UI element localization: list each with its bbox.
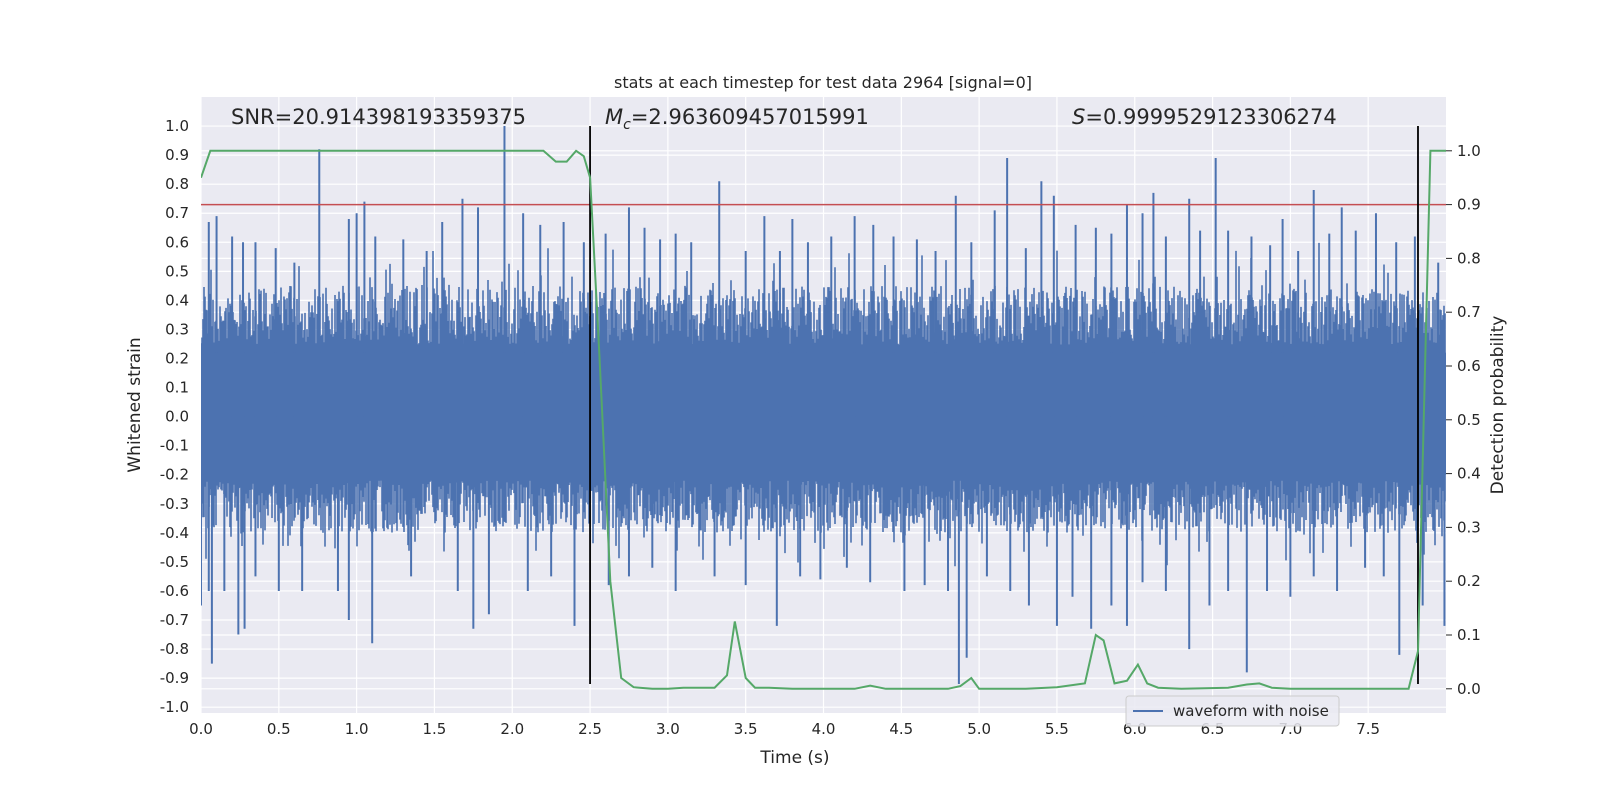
y2-tick-label: 0.4 xyxy=(1457,465,1481,483)
x-tick-label: 1.5 xyxy=(423,720,447,738)
y-tick-label: -0.6 xyxy=(160,582,189,600)
y-tick-label: 0.5 xyxy=(165,262,189,280)
x-tick-label: 3.5 xyxy=(734,720,758,738)
y-tick-label: 0.2 xyxy=(165,350,189,368)
y-tick-label: 1.0 xyxy=(165,117,189,135)
y-tick-label: -0.5 xyxy=(160,553,189,571)
x-tick-label: 3.0 xyxy=(656,720,680,738)
probability-line xyxy=(201,149,1446,690)
y-tick-label: -1.0 xyxy=(160,698,189,716)
y-tick-label: -0.1 xyxy=(160,437,189,455)
y-tick-label: -0.3 xyxy=(160,495,189,513)
y2-tick-label: 0.9 xyxy=(1457,196,1481,214)
x-tick-label: 2.0 xyxy=(500,720,524,738)
waveform-core xyxy=(201,352,1446,475)
s-annotation: S=0.9999529123306274 xyxy=(1072,105,1337,129)
legend: waveform with noise xyxy=(1125,695,1340,727)
mc-annotation: Mc=2.963609457015991 xyxy=(605,105,869,133)
x-tick-label: 5.5 xyxy=(1045,720,1069,738)
x-tick-label: 4.0 xyxy=(812,720,836,738)
y2-tick-label: 0.8 xyxy=(1457,249,1481,267)
y2-axis-label: Detection probability xyxy=(1488,316,1508,495)
legend-label-waveform: waveform with noise xyxy=(1173,702,1329,720)
y2-tick-label: 0.6 xyxy=(1457,357,1481,375)
y-tick-label: -0.4 xyxy=(160,524,189,542)
x-tick-label: 1.0 xyxy=(345,720,369,738)
s-value: =0.9999529123306274 xyxy=(1085,105,1336,129)
y-tick-label: 0.7 xyxy=(165,204,189,222)
y-tick-label: -0.7 xyxy=(160,611,189,629)
legend-box xyxy=(1125,695,1340,727)
y2-tick-label: 1.0 xyxy=(1457,142,1481,160)
y-tick-label: 0.4 xyxy=(165,291,189,309)
x-tick-label: 0.0 xyxy=(189,720,213,738)
y-tick-label: 0.0 xyxy=(165,408,189,426)
y2-tick-label: 0.2 xyxy=(1457,572,1481,590)
y-tick-label: 0.3 xyxy=(165,320,189,338)
snr-annotation: SNR=20.914398193359375 xyxy=(231,105,526,129)
y2-tick-label: 0.5 xyxy=(1457,411,1481,429)
x-tick-label: 2.5 xyxy=(578,720,602,738)
chart-title: stats at each timestep for test data 296… xyxy=(614,73,1032,92)
y2-tick-label: 0.7 xyxy=(1457,303,1481,321)
s-symbol: S xyxy=(1072,105,1085,129)
x-axis-label: Time (s) xyxy=(759,748,829,768)
y-axis-label: Whitened strain xyxy=(125,337,145,472)
x-tick-label: 0.5 xyxy=(267,720,291,738)
y-tick-label: 0.8 xyxy=(165,175,189,193)
y-tick-label: 0.9 xyxy=(165,146,189,164)
x-tick-label: 7.5 xyxy=(1356,720,1380,738)
mc-symbol: M xyxy=(605,105,623,129)
axis-ticks: 0.0 0.5 1.0 1.5 2.0 2.5 3.0 3.5 4.0 4.5 5.0 5.5 6.0 6… xyxy=(160,117,1481,738)
mc-value: =2.963609457015991 xyxy=(631,105,869,129)
y-tick-label: -0.8 xyxy=(160,640,189,658)
y2-tick-label: 0.3 xyxy=(1457,518,1481,536)
y-tick-label: -0.9 xyxy=(160,669,189,687)
y-tick-label: 0.1 xyxy=(165,379,189,397)
y2-tick-label: 0.1 xyxy=(1457,626,1481,644)
y2-tick-label: 0.0 xyxy=(1457,680,1481,698)
x-tick-label: 4.5 xyxy=(889,720,913,738)
mc-subscript: c xyxy=(623,117,631,133)
y-tick-label: 0.6 xyxy=(165,233,189,251)
x-tick-label: 5.0 xyxy=(967,720,991,738)
y-tick-label: -0.2 xyxy=(160,466,189,484)
plot-content xyxy=(201,126,1446,690)
